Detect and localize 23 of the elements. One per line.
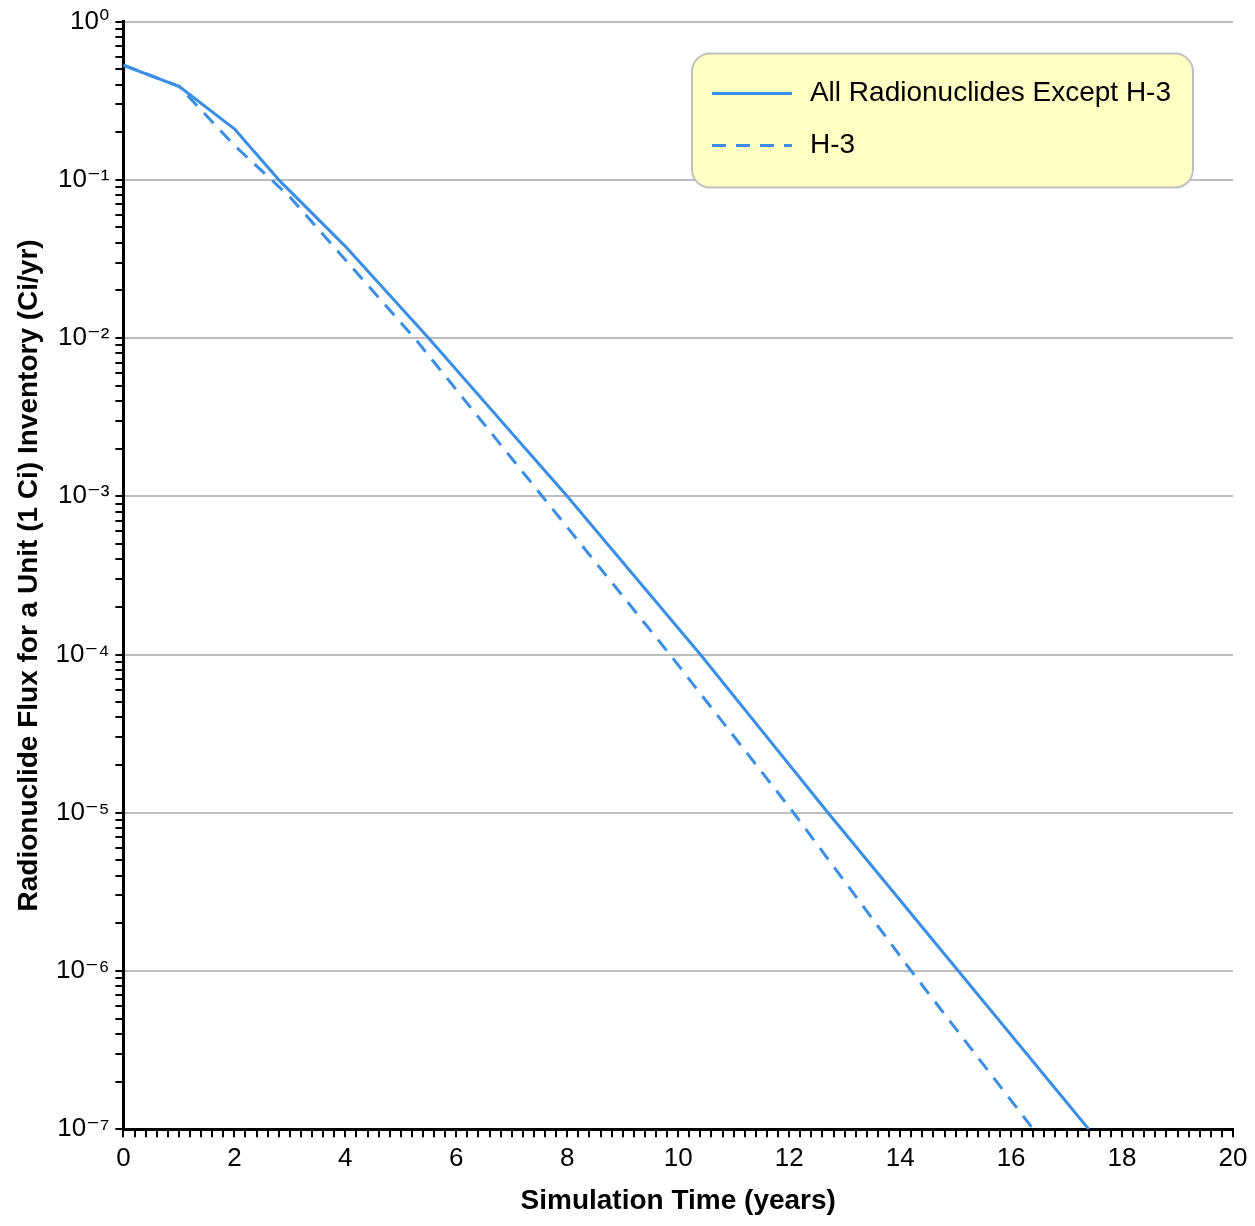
x-axis-title: Simulation Time (years) [520, 1183, 836, 1215]
x-tick-label: 8 [560, 1141, 575, 1172]
x-tick-label: 10 [663, 1141, 693, 1172]
x-tick-label: 20 [1218, 1141, 1248, 1172]
y-tick-label: 10⁰ [70, 4, 110, 35]
x-tick-label: 6 [449, 1141, 464, 1172]
y-tick-label: 10⁻⁵ [55, 795, 110, 826]
x-tick-label: 0 [116, 1141, 131, 1172]
y-axis-title: Radionuclide Flux for a Unit (1 Ci) Inventory (Ci/yr) [11, 239, 43, 912]
x-tick-label: 12 [774, 1141, 804, 1172]
legend-label: H-3 [809, 128, 856, 160]
x-tick-label: 2 [227, 1141, 242, 1172]
x-tick-label: 18 [1107, 1141, 1137, 1172]
y-tick-label: 10⁻⁷ [57, 1112, 110, 1143]
x-tick-label: 16 [996, 1141, 1026, 1172]
legend-label: All Radionuclides Except H-3 [809, 76, 1171, 108]
y-tick-label: 10⁻³ [58, 479, 110, 510]
y-tick-label: 10⁻⁶ [56, 954, 110, 985]
y-tick-label: 10⁻¹ [58, 163, 110, 193]
x-tick-label: 4 [338, 1141, 353, 1172]
y-tick-label: 10⁻⁴ [55, 637, 110, 668]
y-tick-label: 10⁻² [58, 321, 110, 352]
x-tick-label: 14 [885, 1141, 915, 1172]
